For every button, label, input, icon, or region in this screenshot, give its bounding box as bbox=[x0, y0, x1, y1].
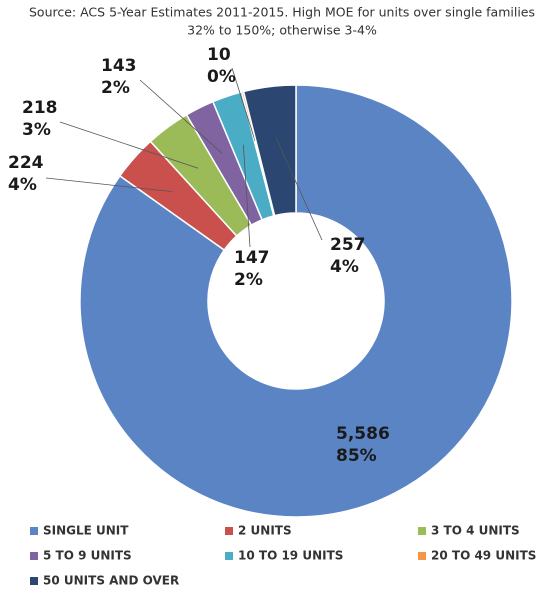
percent-label: 85% bbox=[336, 446, 377, 466]
legend-label: 50 UNITS AND OVER bbox=[43, 574, 179, 588]
value-label: 147 bbox=[234, 248, 270, 268]
donut-segment bbox=[79, 84, 513, 518]
percent-label: 2% bbox=[234, 270, 263, 290]
leader-line bbox=[275, 137, 323, 241]
legend-swatch bbox=[30, 552, 38, 560]
value-label: 10 bbox=[207, 45, 231, 65]
value-label: 224 bbox=[8, 153, 44, 173]
legend-label: 2 UNITS bbox=[238, 524, 292, 538]
legend-swatch bbox=[30, 527, 38, 535]
legend-label: 20 TO 49 UNITS bbox=[431, 549, 536, 563]
donut-segment bbox=[242, 84, 297, 217]
percent-label: 3% bbox=[22, 120, 51, 140]
percent-label: 2% bbox=[101, 78, 130, 98]
percent-label: 4% bbox=[330, 257, 359, 277]
legend-swatch bbox=[225, 527, 233, 535]
legend-swatch bbox=[418, 552, 426, 560]
leader-line bbox=[242, 144, 251, 248]
legend-label: 5 TO 9 UNITS bbox=[43, 549, 132, 563]
chart-title: Source: ACS 5-Year Estimates 2011-2015. … bbox=[29, 5, 535, 20]
value-label: 143 bbox=[101, 56, 137, 76]
legend-label: 10 TO 19 UNITS bbox=[238, 549, 343, 563]
legend-swatch bbox=[30, 577, 38, 585]
leader-line bbox=[139, 79, 223, 154]
percent-label: 4% bbox=[8, 175, 37, 195]
chart-subtitle: 32% to 150%; otherwise 3-4% bbox=[187, 23, 377, 38]
value-label: 5,586 bbox=[336, 424, 390, 444]
leader-line bbox=[59, 121, 199, 169]
legend-label: 3 TO 4 UNITS bbox=[431, 524, 520, 538]
percent-label: 0% bbox=[207, 67, 236, 87]
leader-line bbox=[45, 177, 173, 193]
value-label: 257 bbox=[330, 235, 366, 255]
legend-label: SINGLE UNIT bbox=[43, 524, 129, 538]
legend-swatch bbox=[225, 552, 233, 560]
value-label: 218 bbox=[22, 98, 58, 118]
legend-swatch bbox=[418, 527, 426, 535]
leader-line bbox=[231, 67, 256, 142]
